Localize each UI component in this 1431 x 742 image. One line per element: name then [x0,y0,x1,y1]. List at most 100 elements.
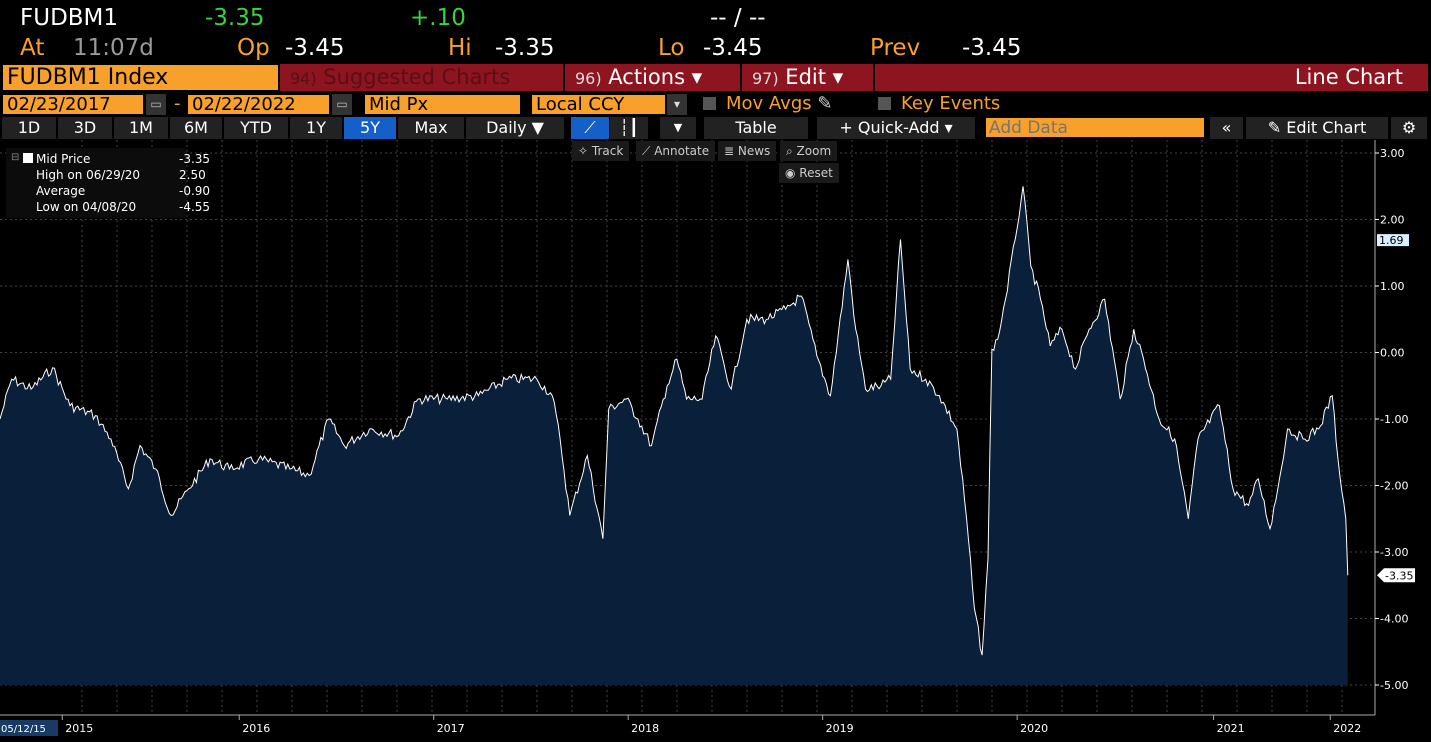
chevron-down-icon[interactable]: ▼ [660,117,696,139]
prev-value: -3.45 [962,35,1022,61]
high-marker-label: 1.69 [1379,234,1404,247]
legend-label: Average [36,184,86,198]
range-button-max[interactable]: Max [398,117,464,139]
legend-item: Mid Price -3.35 [36,152,210,166]
collapse-icon[interactable]: ⊟ [11,152,20,163]
reset-label: Reset [799,166,833,180]
gear-icon[interactable]: ⚙ [1391,117,1427,139]
menu-label: Suggested Charts [323,65,511,89]
low-label: Lo [658,35,685,61]
key-events-label: Key Events [901,93,1001,114]
legend-label: Mid Price [36,152,91,166]
x-tick-label: 2016 [242,722,270,735]
open-value: -3.45 [285,35,345,61]
candlestick-icon[interactable]: ┆┃ [610,117,648,139]
y-tick-label: -2.00 [1380,480,1408,493]
menu-bar [280,64,1428,91]
y-tick-label: 1.00 [1380,280,1405,293]
legend-label: High on 06/29/20 [36,168,141,182]
zoom-button[interactable]: ⌕ Zoom [780,141,838,161]
high-value: -3.35 [495,35,555,61]
line-chart-icon[interactable]: ⟋ [571,117,609,139]
bid-ask: -- / -- [710,5,766,31]
annotate-label: Annotate [654,144,710,158]
range-button-1y[interactable]: 1Y [290,117,342,139]
y-tick-label: -3.00 [1380,546,1408,559]
range-button-ytd[interactable]: YTD [224,117,288,139]
y-tick-label: 2.00 [1380,214,1405,227]
menu-label: Actions ▾ [608,65,703,89]
menu-label: Edit ▾ [785,65,844,89]
series-swatch [23,153,33,163]
range-button-6m[interactable]: 6M [170,117,222,139]
frequency-select[interactable]: Daily ▼ [466,117,564,139]
start-date-input[interactable]: 02/23/2017 [2,94,144,115]
high-marker-box [1377,234,1409,247]
x-tick-label: 2015 [65,722,93,735]
calendar-icon[interactable]: ▭ [332,94,352,115]
low-value: -3.45 [703,35,763,61]
chart-legend: ⊟ Mid Price -3.35 High on 06/29/20 2.50 Av… [6,148,210,218]
legend-item: Average -0.90 [36,184,210,198]
open-label: Op [237,35,270,61]
net-change: +.10 [410,5,466,31]
legend-label: Low on 04/08/20 [36,200,137,214]
end-date-input[interactable]: 02/22/2022 [187,94,330,115]
chart-type-label: Line Chart [1294,65,1403,89]
menu-number: 97) [752,69,779,88]
track-label: Track [591,144,624,158]
table-button[interactable]: Table [704,117,808,139]
edit-button[interactable]: 97) Edit ▾ [742,64,875,91]
quick-add-button[interactable]: + Quick-Add ▾ [817,117,975,139]
range-button-5y[interactable]: 5Y [344,117,396,139]
last-price-marker [1377,568,1415,583]
start-date-label: 05/12/15 [1,724,46,735]
field-select[interactable]: Mid Px [364,94,521,115]
y-tick-label: -4.00 [1380,613,1408,626]
series-area [0,186,1348,686]
range-button-1d[interactable]: 1D [2,117,56,139]
prev-label: Prev [870,35,921,61]
actions-button[interactable]: 96) Actions ▾ [565,64,742,91]
collapse-icon[interactable]: « [1210,117,1243,139]
pencil-icon[interactable]: ✎ [817,93,833,114]
chevron-down-icon[interactable]: ▾ [667,94,687,115]
suggested-charts-button[interactable]: 94) Suggested Charts [280,64,565,91]
reset-button[interactable]: ◉ Reset [779,163,839,183]
range-button-3d[interactable]: 3D [58,117,112,139]
annotate-button[interactable]: ⟋ Annotate [636,141,716,161]
menu-number: 94) [290,69,317,88]
mov-avgs-toggle[interactable]: Mov Avgs ✎ [703,93,832,114]
calendar-icon[interactable]: ▭ [146,94,166,115]
currency-select[interactable]: Local CCY [531,94,666,115]
legend-value: -0.90 [179,184,211,198]
checkbox[interactable] [703,97,716,110]
track-button[interactable]: ✧ Track [572,141,630,161]
y-tick-label: 0.00 [1380,347,1405,360]
x-tick-label: 2018 [631,722,659,735]
x-tick-label: 2021 [1217,722,1245,735]
checkbox[interactable] [878,97,891,110]
legend-value: -4.55 [179,200,211,214]
quote-time: 11:07d [73,35,154,61]
security-field[interactable]: FUDBM1 Index [2,64,279,91]
last-price-label: -3.35 [1385,569,1413,582]
menu-number: 96) [575,69,602,88]
x-tick-label: 2017 [437,722,465,735]
news-label: News [737,144,771,158]
edit-chart-label: Edit Chart [1286,118,1367,137]
news-button[interactable]: ≣ News [718,141,777,161]
add-data-input[interactable] [985,117,1205,138]
key-events-toggle[interactable]: Key Events [878,93,1000,114]
y-tick-label: -1.00 [1380,413,1408,426]
legend-value: 2.50 [179,168,206,182]
range-button-1m[interactable]: 1M [114,117,168,139]
pencil-icon: ✎ [1267,118,1287,137]
mov-avgs-label: Mov Avgs [726,93,812,114]
legend-item: High on 06/29/20 2.50 [36,168,206,182]
date-dash: - [174,93,181,114]
series-line [0,186,1349,656]
x-tick-label: 2020 [1020,722,1048,735]
edit-chart-button[interactable]: ✎ Edit Chart [1246,117,1388,139]
